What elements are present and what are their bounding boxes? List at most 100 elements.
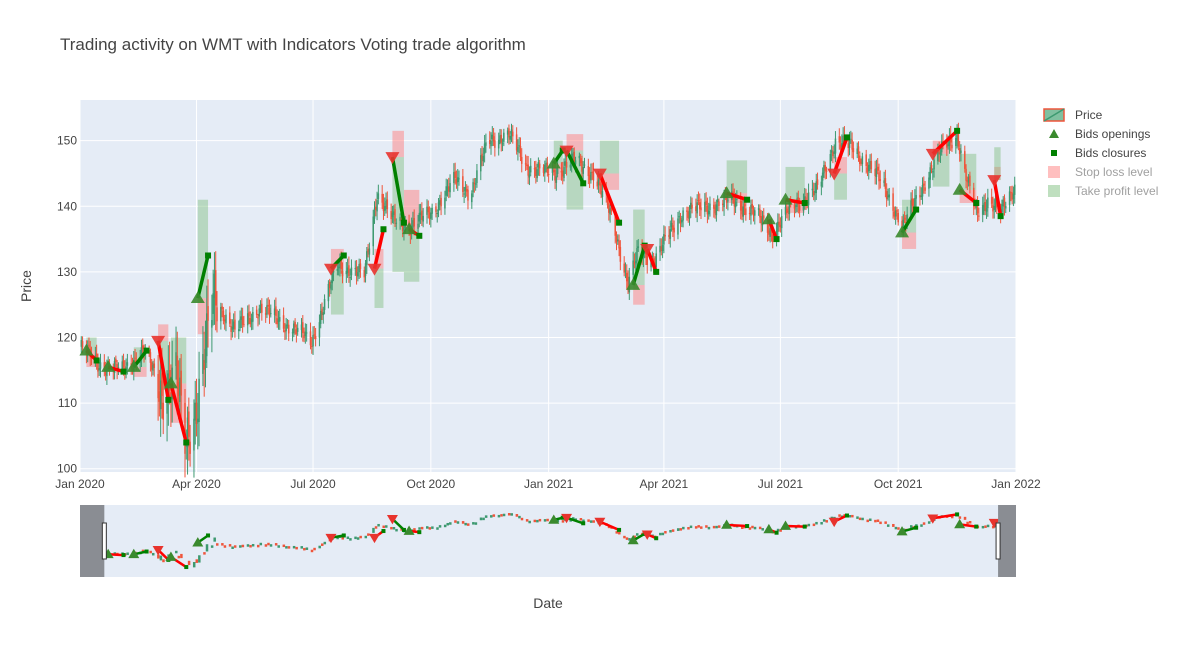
candle-increasing xyxy=(981,196,984,223)
candle-body xyxy=(296,327,299,332)
candle-body xyxy=(832,152,834,157)
candle-body xyxy=(990,197,993,204)
slider-candle xyxy=(582,519,585,523)
candle-body xyxy=(697,200,700,202)
range-slider-handle-right[interactable] xyxy=(995,522,1001,560)
y-gridlines xyxy=(80,140,1016,470)
candle-increasing xyxy=(258,304,261,325)
candle-body xyxy=(116,364,118,371)
candle-increasing xyxy=(373,201,376,224)
candle-increasing xyxy=(345,262,348,283)
candle-body xyxy=(357,272,359,277)
candle-body xyxy=(175,352,177,366)
take-profit-box xyxy=(553,140,563,164)
candle-body xyxy=(903,217,906,220)
legend-item-square[interactable]: Bids closures xyxy=(1051,146,1146,160)
legend-item-triangle[interactable]: Bids openings xyxy=(1049,127,1150,141)
candle-body xyxy=(355,266,358,276)
candle-body xyxy=(465,189,468,192)
stop-loss-box xyxy=(994,166,1001,181)
legend-square-icon xyxy=(1051,150,1057,156)
candle-body xyxy=(741,208,743,215)
slider-candle xyxy=(761,528,764,531)
candle-decreasing xyxy=(367,243,369,258)
candle-increasing xyxy=(932,168,934,181)
candle-decreasing xyxy=(691,197,693,214)
candle-decreasing xyxy=(938,141,940,162)
slider-opening-marker xyxy=(165,551,177,561)
candle-body xyxy=(417,223,419,229)
x-tick-label: Apr 2021 xyxy=(640,477,689,491)
range-slider[interactable] xyxy=(80,505,1016,577)
legend-stop-loss-icon xyxy=(1048,166,1060,178)
candle-body xyxy=(184,402,186,454)
candle-body xyxy=(707,210,710,215)
candle-increasing xyxy=(761,210,764,232)
candle-body xyxy=(282,315,285,329)
candle-body xyxy=(976,203,979,214)
range-slider-handle-left[interactable] xyxy=(101,522,107,560)
candle-body xyxy=(363,270,366,278)
candle-decreasing xyxy=(951,136,953,152)
candle-increasing xyxy=(456,169,459,191)
candle-body xyxy=(98,368,100,371)
candle-body xyxy=(447,186,450,192)
candle-body xyxy=(975,205,978,208)
candle-decreasing xyxy=(207,279,209,348)
candle-decreasing xyxy=(275,297,277,325)
legend[interactable]: Price Bids openings Bids closures Stop loss… xyxy=(1043,108,1158,198)
slider-candle xyxy=(256,544,260,548)
candle-body xyxy=(668,234,670,238)
candle-decreasing xyxy=(276,309,278,328)
candle-body xyxy=(564,161,567,166)
candle-body xyxy=(510,129,513,134)
slider-opening-marker xyxy=(403,525,415,535)
candle-body xyxy=(372,216,374,247)
candle-body xyxy=(533,168,536,170)
slider-candle xyxy=(779,529,782,532)
candle-body xyxy=(358,263,360,273)
candle-body xyxy=(673,227,675,233)
slider-opening-marker xyxy=(548,514,560,524)
candle-decreasing xyxy=(930,161,933,174)
candle-body xyxy=(427,207,430,213)
candle-body xyxy=(383,206,386,211)
candle-decreasing xyxy=(115,355,117,368)
candle-decreasing xyxy=(759,204,761,224)
take-profit-box xyxy=(374,268,384,308)
candle-body xyxy=(816,179,819,185)
candle-body xyxy=(1008,191,1011,205)
candle-body xyxy=(375,206,377,210)
candle-increasing xyxy=(517,139,519,161)
candle-body xyxy=(681,219,683,223)
candle-body xyxy=(848,140,851,148)
candle-increasing xyxy=(661,236,664,259)
candle-decreasing xyxy=(287,319,290,342)
slider-candle xyxy=(287,546,291,549)
candle-increasing xyxy=(528,166,531,186)
slider-closure-marker xyxy=(121,553,126,558)
legend-item-tp-box[interactable]: Take profit level xyxy=(1048,184,1158,198)
candle-body xyxy=(198,378,200,423)
legend-item-candle[interactable]: Price xyxy=(1043,108,1103,122)
candle-body xyxy=(390,211,392,220)
candle-body xyxy=(842,136,844,145)
candle-body xyxy=(341,270,344,277)
slider-candle xyxy=(492,514,496,517)
candle-body xyxy=(734,201,737,208)
candle-body xyxy=(651,256,654,258)
candle-decreasing xyxy=(494,132,496,157)
candle-body xyxy=(1003,197,1006,207)
candle-body xyxy=(573,151,576,163)
candle-increasing xyxy=(582,161,584,182)
slider-candle xyxy=(848,514,852,518)
candle-body xyxy=(158,391,161,402)
candle-decreasing xyxy=(447,177,450,199)
candle-body xyxy=(578,155,581,159)
legend-item-sl-box[interactable]: Stop loss level xyxy=(1048,165,1152,179)
candle-decreasing xyxy=(695,198,697,218)
candle-decreasing xyxy=(255,305,258,318)
slider-candle xyxy=(162,559,165,563)
trade-line xyxy=(565,149,585,185)
candle-body xyxy=(985,208,988,212)
